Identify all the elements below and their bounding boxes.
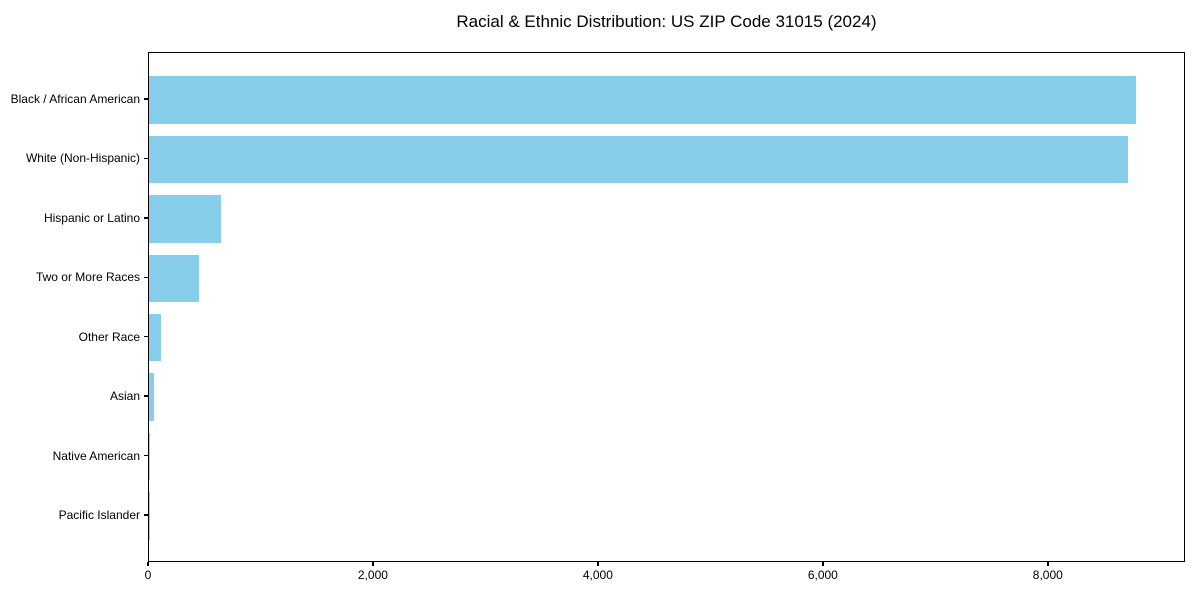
y-tick-label: Asian bbox=[109, 389, 140, 404]
x-tick-mark bbox=[147, 562, 149, 566]
x-tick-label: 6,000 bbox=[807, 568, 838, 582]
bar-two-or-more-races bbox=[149, 254, 199, 303]
bar-white-non-hispanic bbox=[149, 135, 1128, 184]
y-tick-mark bbox=[144, 514, 148, 516]
x-tick-label: 8,000 bbox=[1032, 568, 1063, 582]
y-tick-mark bbox=[144, 157, 148, 160]
x-tick-mark bbox=[372, 562, 374, 566]
y-tick-mark bbox=[144, 217, 148, 219]
y-tick-label: Pacific Islander bbox=[58, 508, 140, 523]
y-tick-mark bbox=[144, 335, 148, 338]
y-tick-label: Two or More Races bbox=[35, 270, 140, 285]
x-tick-mark bbox=[597, 562, 599, 566]
x-tick-label: 4,000 bbox=[582, 568, 613, 582]
y-tick-mark bbox=[144, 454, 148, 457]
y-tick-label: Native American bbox=[52, 448, 140, 463]
y-tick-label: Other Race bbox=[78, 329, 140, 344]
chart-title: Racial & Ethnic Distribution: US ZIP Cod… bbox=[456, 12, 877, 31]
bar-asian bbox=[149, 373, 155, 421]
y-tick-mark bbox=[144, 98, 148, 100]
bar-black-african-american bbox=[149, 76, 1136, 124]
x-tick-mark bbox=[822, 562, 824, 566]
plot-area bbox=[148, 52, 1185, 562]
y-tick-label: Hispanic or Latino bbox=[43, 210, 140, 225]
x-tick-label: 0 bbox=[144, 568, 152, 582]
y-tick-label: White (Non-Hispanic) bbox=[25, 151, 140, 166]
bar-native-american bbox=[149, 432, 150, 481]
y-tick-mark bbox=[144, 395, 148, 397]
y-tick-mark bbox=[144, 276, 148, 279]
x-tick-mark bbox=[1047, 562, 1049, 566]
y-tick-label: Black / African American bbox=[10, 91, 140, 106]
bar-hispanic-or-latino bbox=[149, 195, 221, 243]
x-tick-label: 2,000 bbox=[357, 568, 388, 582]
bar-other-race bbox=[149, 313, 162, 362]
